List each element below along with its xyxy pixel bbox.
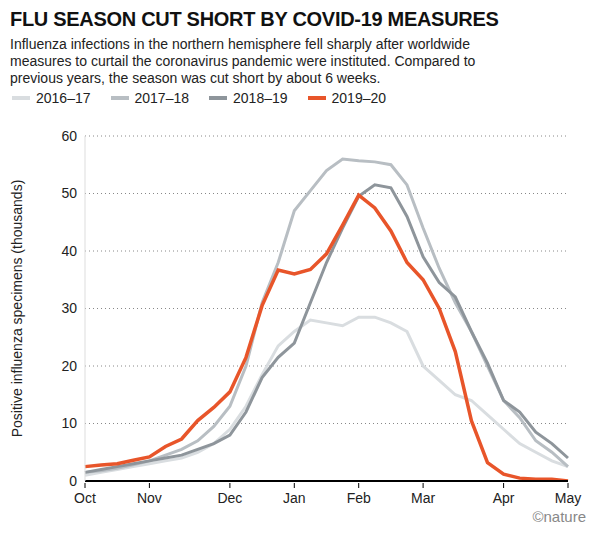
svg-text:20: 20 <box>61 358 77 374</box>
svg-text:Jan: Jan <box>283 490 306 506</box>
svg-text:Apr: Apr <box>493 490 515 506</box>
html-text:Influenza infections in the no: Influenza infections in the northern hem… <box>10 36 476 86</box>
html-text:2019–20: 2019–20 <box>331 90 387 106</box>
html-text:2018–19: 2018–19 <box>233 90 288 106</box>
html-text:2017–18: 2017–18 <box>134 90 189 106</box>
svg-text:Dec: Dec <box>217 490 242 506</box>
svg-text:Mar: Mar <box>411 490 435 506</box>
svg-text:40: 40 <box>61 243 77 259</box>
svg-text:Nov: Nov <box>137 490 162 506</box>
svg-text:Positive influenza specimens (: Positive influenza specimens (thousands) <box>9 180 25 438</box>
svg-text:60: 60 <box>61 128 77 144</box>
svg-text:Feb: Feb <box>347 490 371 506</box>
html-text:©nature: ©nature <box>532 508 586 525</box>
svg-text:30: 30 <box>61 300 77 316</box>
svg-text:50: 50 <box>61 185 77 201</box>
html-text:FLU SEASON CUT SHORT BY COVID-: FLU SEASON CUT SHORT BY COVID-19 MEASURE… <box>10 8 499 30</box>
svg-text:May: May <box>555 490 581 506</box>
svg-text:Oct: Oct <box>74 490 96 506</box>
html-text:2016–17: 2016–17 <box>36 90 91 106</box>
svg-text:10: 10 <box>61 415 77 431</box>
svg-text:0: 0 <box>69 473 77 489</box>
